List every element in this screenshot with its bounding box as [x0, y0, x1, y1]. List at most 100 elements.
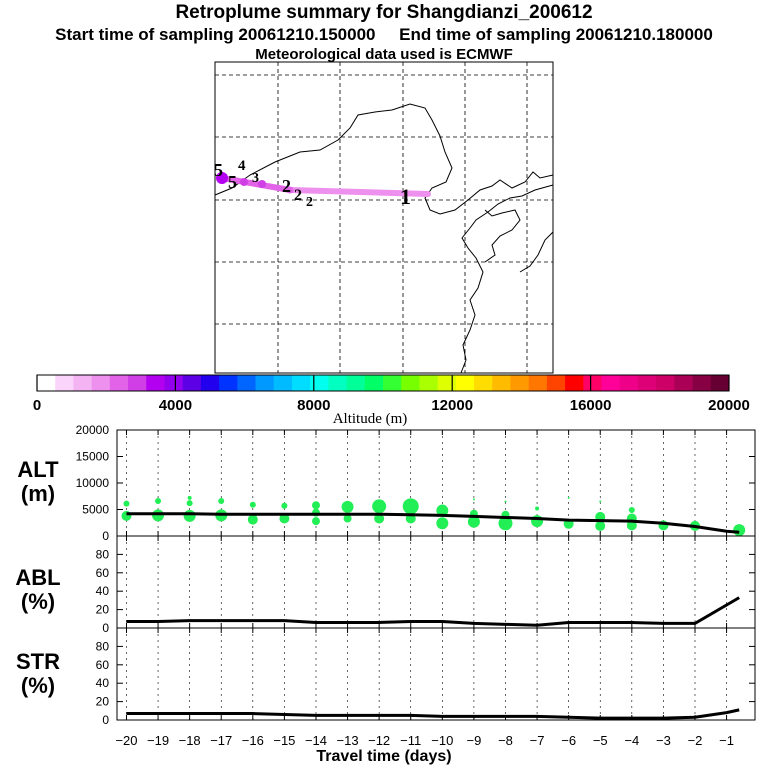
altitude-panel: 0 5000 10000 15000 20000 [76, 423, 756, 543]
altitude-point [152, 509, 165, 522]
colorbar-label: Altitude (m) [333, 411, 408, 427]
colorbar-swatch [291, 375, 311, 391]
altitude-point [123, 500, 130, 507]
altitude-point [279, 513, 290, 524]
x-tick-label: −16 [242, 733, 264, 748]
y-tick-label: 0 [102, 621, 109, 635]
colorbar-swatch [219, 375, 238, 391]
chart-title: Retroplume summary for Shangdianzi_20061… [175, 2, 593, 23]
colorbar-swatch [437, 375, 457, 391]
altitude-point [733, 524, 746, 537]
colorbar-swatch [474, 375, 493, 391]
x-tick-label: −17 [210, 733, 232, 748]
x-tick-label: −13 [337, 733, 359, 748]
colorbar-swatch [455, 375, 475, 391]
altitude-point [599, 500, 602, 503]
altitude-point [372, 499, 387, 514]
colorbar-swatch [310, 375, 329, 391]
y-tick-label: 40 [96, 584, 110, 598]
trajectory-label: 2 [294, 187, 302, 204]
x-tick-label: −1 [719, 733, 734, 748]
x-tick-label: −11 [400, 733, 421, 748]
colorbar-swatch [164, 375, 184, 391]
x-tick-label: −14 [305, 733, 327, 748]
altitude-point [535, 506, 540, 511]
str-panel-label: STR (%) [16, 649, 60, 698]
altitude-point [595, 520, 606, 531]
colorbar-swatch [109, 375, 129, 391]
altitude-point [281, 502, 288, 509]
colorbar-swatch [55, 375, 74, 391]
altitude-point [467, 515, 480, 528]
altitude-point [247, 514, 258, 525]
colorbar-swatch [601, 375, 621, 391]
x-tick-label: −18 [179, 733, 201, 748]
colorbar-swatch [237, 375, 257, 391]
altitude-point [183, 509, 196, 522]
altitude-point [628, 507, 635, 514]
colorbar-swatch [128, 375, 147, 391]
colorbar-swatch [364, 375, 384, 391]
colorbar-tick-label: 4000 [159, 397, 192, 414]
colorbar-swatch [200, 375, 220, 391]
colorbar-tick-label: 0 [33, 397, 41, 414]
colorbar-swatch [328, 375, 348, 391]
x-tick-labels: −20 −19 −18 −17 −16 −15 −14 −13 −12 −11 −10 −9 −8 −7 −… [115, 733, 734, 748]
altitude-point [436, 517, 449, 530]
altitude-point [626, 520, 637, 531]
colorbar-swatch [710, 375, 730, 391]
colorbar-swatch [383, 375, 402, 391]
altitude-colorbar [36, 374, 730, 392]
map-frame [214, 61, 554, 374]
x-tick-label: −4 [624, 733, 639, 748]
colorbar-swatch [510, 375, 530, 391]
altitude-point [374, 513, 385, 524]
colorbar-swatch [91, 375, 111, 391]
str-panel: 0 20 40 60 80 [96, 627, 756, 727]
colorbar-swatch [674, 375, 694, 391]
trajectory-label: 1 [400, 184, 411, 209]
colorbar-swatch [146, 375, 165, 391]
y-tick-label: 60 [96, 658, 110, 672]
altitude-point [343, 514, 352, 523]
colorbar-swatch [419, 375, 439, 391]
panel-frame [116, 535, 756, 629]
colorbar-swatch [255, 375, 275, 391]
altitude-point [187, 495, 192, 500]
trajectory-label: 4 [238, 158, 246, 174]
colorbar-swatch [73, 375, 93, 391]
colorbar-swatch [656, 375, 675, 391]
x-tick-label: −2 [688, 733, 703, 748]
time-series-panels: 0 5000 10000 15000 20000 0 20 40 60 80 0 20 40 60 80 −2… [76, 423, 756, 748]
altitude-point [218, 498, 225, 505]
y-tick-label: 40 [96, 676, 110, 690]
x-tick-label: −3 [656, 733, 671, 748]
altitude-point [567, 496, 570, 499]
y-tick-label: 20 [96, 695, 110, 709]
altitude-point [402, 498, 419, 515]
alt-panel-label: ALT (m) [17, 457, 59, 506]
colorbar-swatch [692, 375, 712, 391]
y-tick-label: 5000 [82, 503, 109, 517]
colorbar-swatch [182, 375, 202, 391]
map-graticule [215, 62, 553, 373]
altitude-point [472, 498, 475, 501]
panel-frame [116, 627, 756, 721]
colorbar-ticks: 0 4000 8000 12000 16000 20000 [33, 397, 750, 414]
colorbar-swatch [401, 375, 420, 391]
trajectory-label: 5 [214, 160, 223, 180]
altitude-point [186, 500, 193, 507]
colorbar-swatch [528, 375, 548, 391]
x-tick-label: −8 [498, 733, 513, 748]
colorbar-tick-label: 8000 [297, 397, 330, 414]
altitude-point [436, 504, 449, 517]
colorbar-tick-label: 20000 [708, 397, 750, 414]
altitude-point [504, 500, 507, 503]
colorbar-swatch [492, 375, 511, 391]
trajectory-label: 3 [252, 171, 259, 186]
x-tick-label: −7 [530, 733, 545, 748]
colorbar-swatch [565, 375, 584, 391]
x-tick-label: −19 [147, 733, 169, 748]
